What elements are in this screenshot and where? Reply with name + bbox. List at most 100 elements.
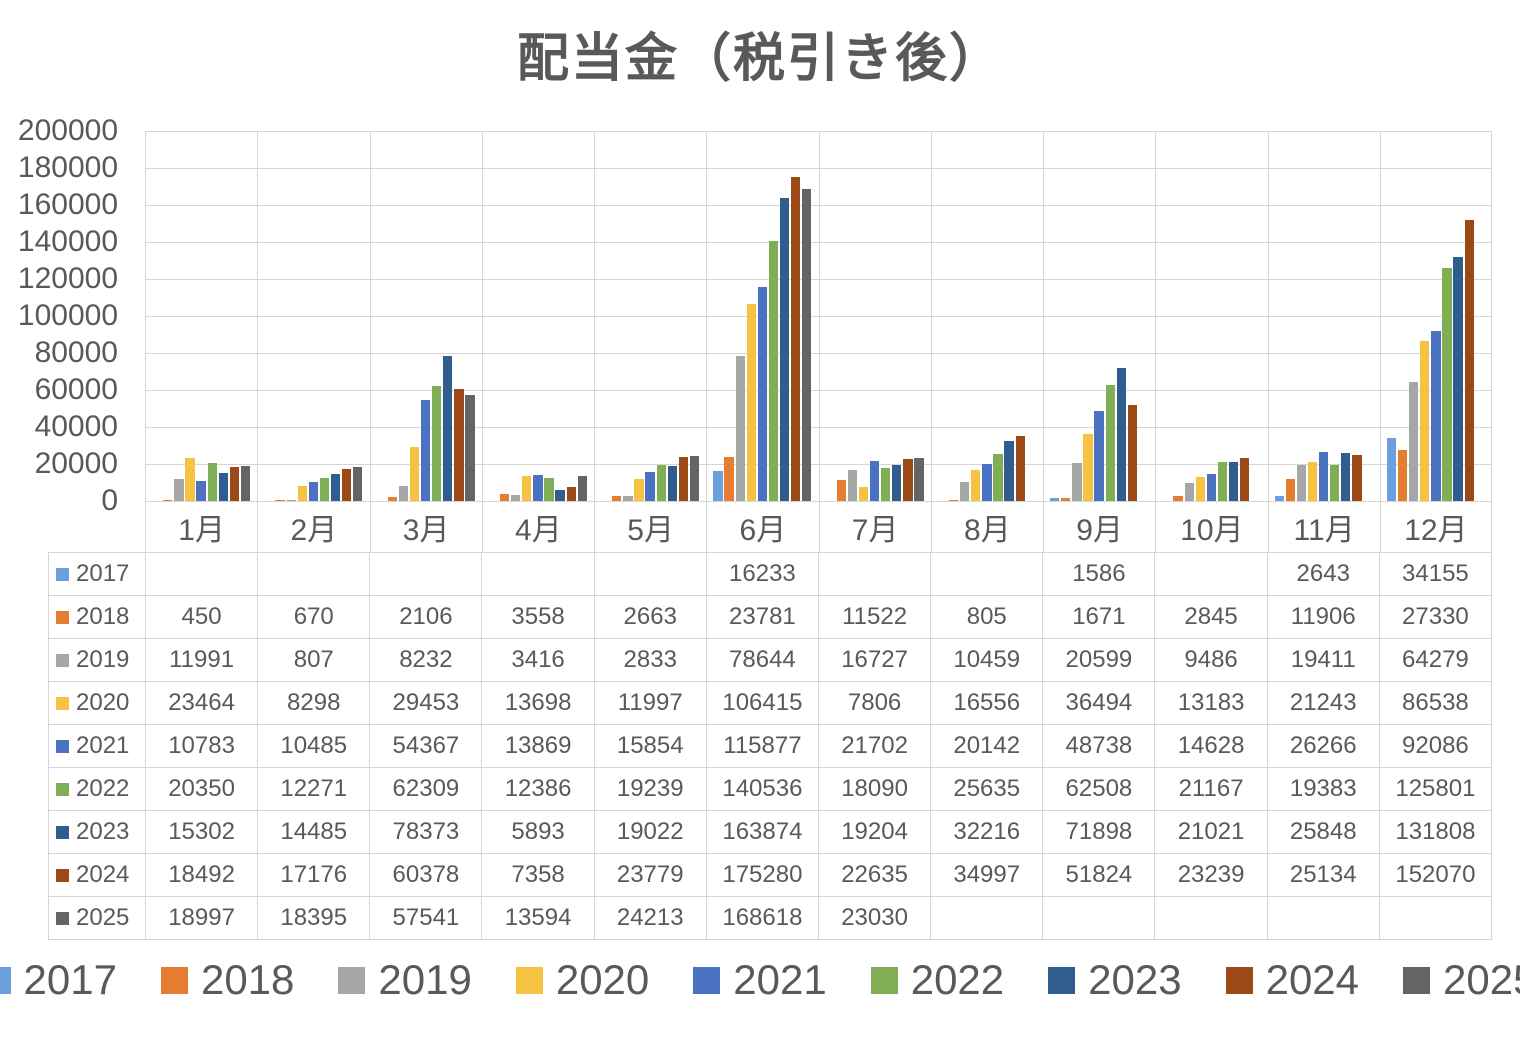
legend-item-2020: 2020 [515,956,649,1004]
bar-2018-5月 [612,496,622,501]
table-cell-2020-11月: 21243 [1267,682,1380,725]
bar-2022-4月 [544,478,554,501]
bar-2023-2月 [330,474,341,501]
table-row-header: 2018 [49,596,146,639]
table-cell-2020-7月: 7806 [818,682,932,725]
bar-2018-2月 [275,499,285,501]
bar-2024-10月 [1240,458,1250,501]
bar-2020-12月 [1420,340,1430,501]
bar-2023-6月 [779,197,790,501]
table-cell-2025-9月 [1043,897,1156,940]
table-cell-2019-11月: 19411 [1267,639,1380,682]
bar-2018-3月 [387,497,397,501]
table-cell-2017-5月 [594,553,707,596]
bar-2022-8月 [993,453,1003,501]
bar-2020-7月 [858,486,869,501]
table-cell-2018-8月: 805 [931,596,1044,639]
table-cell-2020-10月: 13183 [1155,682,1268,725]
legend-item-2021: 2021 [693,956,827,1004]
table-cell-2022-2月: 12271 [258,768,371,811]
bar-2024-1月 [229,466,240,501]
table-cell-2017-10月 [1155,553,1268,596]
legend-swatch-2019 [338,966,366,994]
bar-2019-11月 [1296,465,1307,501]
bar-2023-7月 [892,465,902,501]
table-cell-2021-5月: 15854 [594,725,707,768]
bar-2022-5月 [656,465,666,501]
bar-2017-12月 [1386,437,1397,501]
legend-item-2017: 2017 [0,956,117,1004]
table-cell-2019-1月: 11991 [146,639,259,682]
bar-2019-8月 [960,481,970,501]
bar-2018-7月 [836,479,846,501]
y-axis-tick-label: 140000 [17,225,118,258]
x-axis-label: 7月 [818,501,931,552]
table-cell-2017-7月 [818,553,932,596]
gridline-vertical [481,131,483,501]
bar-2020-9月 [1083,433,1093,501]
y-axis-tick-label: 20000 [34,447,118,480]
table-cell-2023-7月: 19204 [818,811,932,854]
legend-key-swatch [56,868,69,882]
legend-swatch-2025 [1403,966,1431,994]
table-cell-2017-1月 [146,553,259,596]
legend-item-2022: 2022 [870,956,1004,1004]
y-axis-tick-label: 100000 [17,299,118,332]
table-cell-2025-10月 [1155,897,1268,940]
table-cell-2018-9月: 1671 [1043,596,1156,639]
bar-2021-3月 [420,400,431,501]
bar-2024-7月 [903,459,913,501]
table-cell-2021-6月: 115877 [706,725,819,768]
table-row-label: 2022 [76,775,130,802]
table-row-label: 2025 [76,904,130,931]
legend-label: 2021 [733,956,827,1003]
bar-2021-6月 [757,286,768,501]
table-cell-2019-3月: 8232 [370,639,483,682]
legend-label: 2024 [1265,956,1360,1003]
bar-2020-8月 [971,470,981,501]
table-cell-2024-1月: 18492 [146,854,259,897]
table-cell-2017-12月: 34155 [1379,553,1492,596]
table-cell-2019-8月: 10459 [931,639,1044,682]
bar-2023-1月 [218,472,228,501]
y-axis-tick-label: 200000 [17,114,118,147]
legend-label: 2018 [200,956,295,1003]
gridline-vertical [1379,131,1381,501]
bar-2018-4月 [499,494,510,501]
table-cell-2024-2月: 17176 [258,854,371,897]
gridline-vertical [1155,131,1157,501]
table-row-header: 2020 [49,682,146,725]
table-cell-2018-4月: 3558 [482,596,595,639]
table-cell-2021-8月: 20142 [931,725,1044,768]
table-cell-2024-6月: 175280 [706,854,819,897]
table-cell-2021-12月: 92086 [1379,725,1492,768]
bar-2019-6月 [735,355,745,501]
bar-2019-3月 [398,485,409,501]
table-cell-2020-6月: 106415 [706,682,819,725]
table-cell-2020-8月: 16556 [931,682,1044,725]
table-cell-2020-4月: 13698 [482,682,595,725]
table-cell-2017-2月 [258,553,371,596]
gridline-vertical [930,131,932,501]
y-axis-tick-label: 160000 [17,188,118,221]
bar-2024-6月 [791,176,801,501]
x-axis-label: 4月 [481,501,594,552]
table-cell-2022-10月: 21167 [1155,768,1268,811]
table-cell-2021-10月: 14628 [1155,725,1268,768]
legend-item-2024: 2024 [1225,956,1360,1004]
bar-2021-10月 [1206,473,1217,501]
table-cell-2018-1月: 450 [146,596,259,639]
gridline-vertical [594,131,595,501]
x-axis-label: 10月 [1155,501,1267,552]
bar-2017-9月 [1050,498,1060,501]
bar-2024-12月 [1464,219,1474,501]
bar-2022-1月 [207,463,217,501]
bar-2021-12月 [1431,330,1441,501]
table-row-header: 2019 [49,639,146,682]
legend-label: 2023 [1088,956,1182,1003]
table-cell-2023-1月: 15302 [146,811,259,854]
x-axis-label: 2月 [257,501,369,552]
table-cell-2023-5月: 19022 [594,811,707,854]
table-cell-2018-6月: 23781 [706,596,819,639]
table-cell-2022-4月: 12386 [482,768,595,811]
